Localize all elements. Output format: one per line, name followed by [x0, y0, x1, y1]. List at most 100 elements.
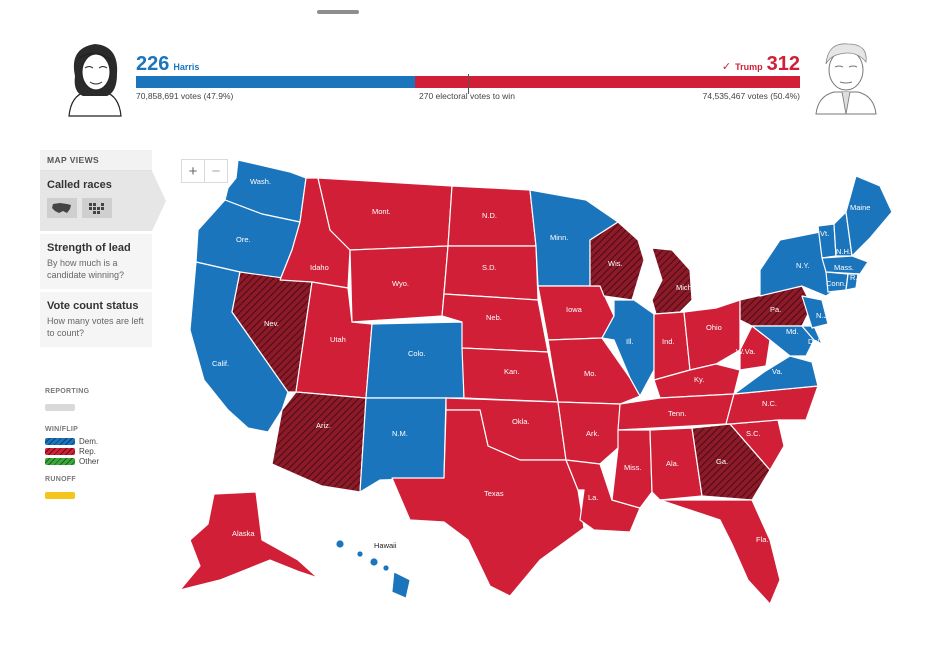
legend-reporting-heading: REPORTING [45, 388, 90, 395]
zoom-controls: + − [181, 159, 228, 183]
label-fla: Fla. [756, 535, 769, 544]
label-va: Va. [772, 367, 783, 376]
label-nm: N.M. [392, 429, 408, 438]
view-vote-count-status[interactable]: Vote count status How many votes are lef… [40, 292, 152, 348]
state-ri[interactable] [845, 273, 859, 291]
view-title: Called races [47, 179, 112, 191]
threshold-label: 270 electoral votes to win [419, 91, 515, 101]
state-mich[interactable] [651, 247, 693, 315]
state-wva[interactable] [739, 325, 771, 371]
label-sd: S.D. [482, 263, 497, 272]
view-subtitle: How many votes are left to count? [47, 316, 144, 338]
state-ariz[interactable] [271, 391, 367, 493]
label-idaho: Idaho [310, 263, 329, 272]
label-okla: Okla. [512, 417, 530, 426]
tile-map-icon[interactable] [82, 198, 112, 218]
dem-swatch [45, 437, 75, 445]
label-ill: Ill. [626, 337, 634, 346]
state-idaho[interactable] [279, 177, 351, 289]
label-ga: Ga. [716, 457, 728, 466]
state-la[interactable] [565, 459, 641, 533]
drag-handle[interactable] [317, 10, 359, 14]
rep-bar-segment [414, 76, 800, 88]
trump-tally: ✓ Trump 312 [722, 53, 800, 76]
state-mass[interactable] [821, 255, 869, 275]
legend-runoff-heading: RUNOFF [45, 476, 76, 483]
view-strength-of-lead[interactable]: Strength of lead By how much is a candid… [40, 234, 152, 290]
view-called-races[interactable]: Called races [40, 171, 166, 232]
trump-name: Trump [735, 62, 763, 72]
label-nc: N.C. [762, 399, 777, 408]
state-sd[interactable] [443, 245, 539, 301]
label-md: Md. [786, 327, 799, 336]
label-nev: Nev. [264, 319, 279, 328]
reporting-swatch [45, 404, 75, 411]
label-ore: Ore. [236, 235, 251, 244]
label-ny: N.Y. [796, 261, 810, 270]
dem-bar-segment [136, 76, 415, 88]
label-alaska: Alaska [232, 529, 255, 538]
rep-swatch [45, 447, 75, 455]
harris-electoral-votes: 226 [136, 53, 170, 75]
label-wva: W.Va. [736, 347, 755, 356]
view-icons [47, 198, 152, 218]
label-la: La. [588, 493, 598, 502]
label-pa: Pa. [770, 305, 781, 314]
state-texas[interactable] [391, 409, 585, 597]
zoom-out-button[interactable]: − [205, 159, 228, 183]
label-wyo: Wyo. [392, 279, 409, 288]
state-ohio[interactable] [683, 299, 741, 371]
view-title: Vote count status [47, 300, 139, 312]
label-mo: Mo. [584, 369, 597, 378]
zoom-in-button[interactable]: + [181, 159, 205, 183]
label-tenn: Tenn. [668, 409, 686, 418]
view-subtitle: By how much is a candidate winning? [47, 258, 125, 280]
state-colo[interactable] [365, 321, 465, 399]
state-va[interactable] [733, 355, 819, 395]
label-vt: Vt. [820, 229, 829, 238]
label-sc: S.C. [746, 429, 761, 438]
trump-electoral-votes: 312 [766, 53, 800, 75]
label-wash: Wash. [250, 177, 271, 186]
label-del: Del. [808, 337, 821, 346]
label-ind: Ind. [662, 337, 675, 346]
legend-dem-label: Dem. [79, 436, 99, 446]
state-fla[interactable] [659, 499, 781, 605]
trump-portrait [806, 34, 886, 116]
state-ga[interactable] [691, 423, 771, 501]
label-neb: Neb. [486, 313, 502, 322]
state-ark[interactable] [557, 401, 621, 465]
label-mont: Mont. [372, 207, 391, 216]
winner-check-icon: ✓ [721, 61, 732, 73]
label-ohio: Ohio [706, 323, 722, 332]
label-conn: Conn. [826, 279, 846, 288]
trump-popular-votes: 74,535,467 votes (50.4%) [702, 91, 800, 101]
runoff-swatch [45, 492, 75, 499]
label-ky: Ky. [694, 375, 704, 384]
label-ariz: Ariz. [316, 421, 331, 430]
view-title: Strength of lead [47, 242, 131, 254]
state-ala[interactable] [649, 427, 703, 501]
state-nj[interactable] [801, 295, 829, 329]
electoral-vote-bar [136, 76, 800, 88]
label-miss: Miss. [624, 463, 642, 472]
label-nj: N.J. [816, 311, 829, 320]
state-maine[interactable] [845, 175, 893, 257]
label-nd: N.D. [482, 211, 497, 220]
harris-portrait [55, 36, 135, 118]
label-mass: Mass. [834, 263, 854, 272]
label-maine: Maine [850, 203, 870, 212]
state-alaska[interactable] [179, 491, 319, 591]
state-del[interactable] [801, 325, 823, 345]
us-map-icon[interactable] [47, 198, 77, 218]
label-colo: Colo. [408, 349, 426, 358]
state-ill[interactable] [601, 299, 655, 397]
map-views-panel: MAP VIEWS Called races Strength of lead … [40, 150, 166, 348]
map-views-heading: MAP VIEWS [40, 150, 152, 171]
label-ri: R.I. [850, 273, 862, 282]
label-hawaii: Hawaii [374, 541, 397, 550]
label-utah: Utah [330, 335, 346, 344]
state-hawaii[interactable] [335, 539, 411, 599]
harris-popular-votes: 70,858,691 votes (47.9%) [136, 91, 234, 101]
